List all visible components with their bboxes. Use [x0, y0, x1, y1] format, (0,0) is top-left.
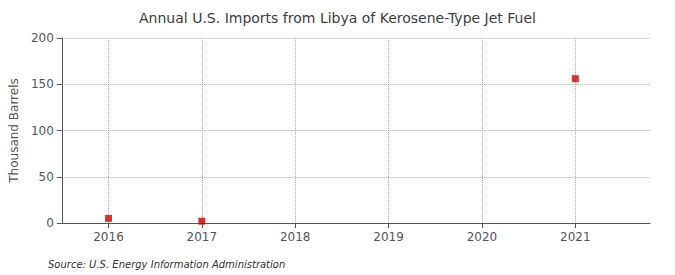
svg-text:2020: 2020 [467, 230, 498, 244]
svg-text:2016: 2016 [93, 230, 124, 244]
svg-text:200: 200 [31, 31, 54, 45]
svg-text:2017: 2017 [187, 230, 218, 244]
svg-text:Thousand Barrels: Thousand Barrels [7, 78, 21, 183]
svg-text:100: 100 [31, 124, 54, 138]
svg-text:150: 150 [31, 77, 54, 91]
svg-text:Source: U.S. Energy Informatio: Source: U.S. Energy Information Administ… [48, 259, 285, 270]
svg-text:Annual U.S. Imports from Libya: Annual U.S. Imports from Libya of Kerose… [139, 10, 536, 26]
svg-text:2021: 2021 [560, 230, 591, 244]
svg-text:0: 0 [46, 216, 54, 230]
svg-text:2019: 2019 [373, 230, 404, 244]
svg-text:50: 50 [39, 170, 54, 184]
svg-text:2018: 2018 [280, 230, 311, 244]
